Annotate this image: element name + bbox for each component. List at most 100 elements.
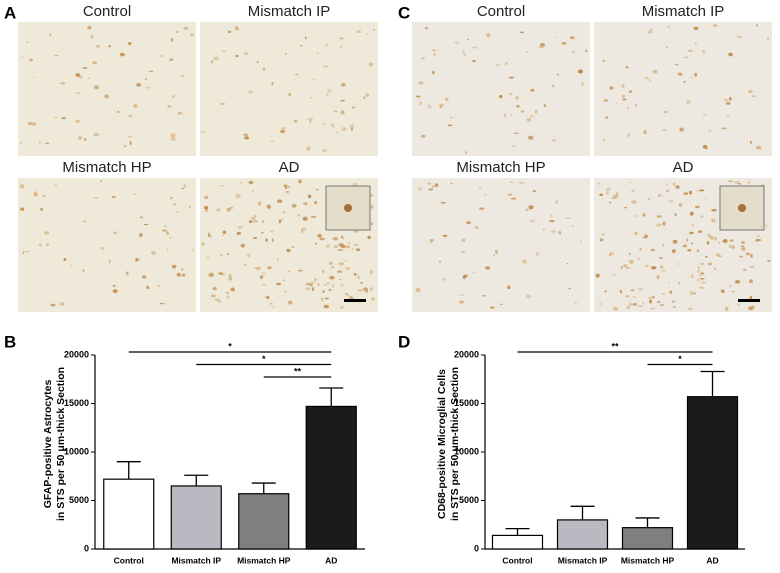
cell [625,295,630,298]
cell [33,76,36,78]
cell [93,85,100,90]
cell [355,273,357,276]
cell [727,180,734,182]
image-label: Mismatch IP [248,3,331,20]
cell [92,61,98,65]
cell [226,207,231,212]
cell [569,36,575,40]
cell [167,104,172,108]
cell [87,25,92,30]
cell [507,193,513,196]
cell [112,289,118,294]
cell [534,109,538,114]
cell [504,61,508,66]
y-tick-label: 15000 [454,398,479,408]
cell [38,141,42,145]
cell [332,236,339,241]
cell [244,52,249,56]
cell [689,211,694,216]
cell [662,129,667,132]
cell [669,290,673,294]
x-tick-label: AD [706,555,718,565]
cell [435,183,439,188]
cell [602,138,605,142]
micrograph [18,22,196,156]
cell [213,56,219,61]
cell [135,257,139,262]
cell [650,28,653,31]
cell [493,253,496,257]
cell [701,281,707,284]
cell [371,297,375,301]
cell [484,266,491,270]
y-tick-label: 20000 [64,349,89,359]
cell [253,215,257,217]
cell [370,270,373,275]
y-tick-label: 10000 [64,446,89,456]
cell [307,194,312,199]
cell [698,286,705,289]
cell [243,133,249,136]
cell [323,284,327,286]
cell [129,141,132,145]
cell [675,185,680,189]
cell [463,274,468,278]
y-tick-label: 0 [84,543,89,553]
cell [310,216,317,218]
cell [266,204,271,209]
panel-label: C [398,3,410,22]
cell [363,287,369,292]
cell [278,219,282,224]
cell [623,264,628,268]
cell [672,239,678,244]
cell [93,132,99,137]
cell [353,243,359,246]
cell [211,59,213,64]
cell [642,301,645,305]
cell [619,289,623,294]
cell [686,238,689,242]
cell [293,119,298,123]
cell [340,284,344,287]
cell [297,269,303,272]
significance-label: * [262,354,266,364]
cell [697,270,701,273]
cell [256,60,259,64]
cell [170,37,174,42]
cell [175,30,179,34]
cell [647,30,653,34]
cell [312,78,315,81]
cell [665,183,669,186]
cell [324,297,329,300]
y-tick-label: 20000 [454,349,479,359]
cell [631,189,635,193]
cell [748,281,754,284]
image-label: AD [673,159,694,176]
cell [720,289,725,293]
y-tick-label: 0 [474,543,479,553]
cell [442,278,447,281]
cell [322,65,329,68]
cell [344,260,347,262]
cell [415,287,421,293]
cell [467,38,470,40]
cell [326,93,329,97]
cell [234,26,239,30]
cell [705,255,708,258]
cell [442,234,448,237]
cell [111,196,116,199]
cell [444,97,449,101]
cell [747,306,754,311]
cell [605,191,609,195]
cell [44,231,49,235]
cell [755,145,762,150]
cell [707,262,713,266]
cell [159,302,165,305]
cell [351,106,356,109]
cell [269,140,275,142]
cell [90,34,94,39]
cell [266,295,270,300]
cell [749,279,753,282]
cell [447,124,453,127]
inset-cell [344,204,352,212]
